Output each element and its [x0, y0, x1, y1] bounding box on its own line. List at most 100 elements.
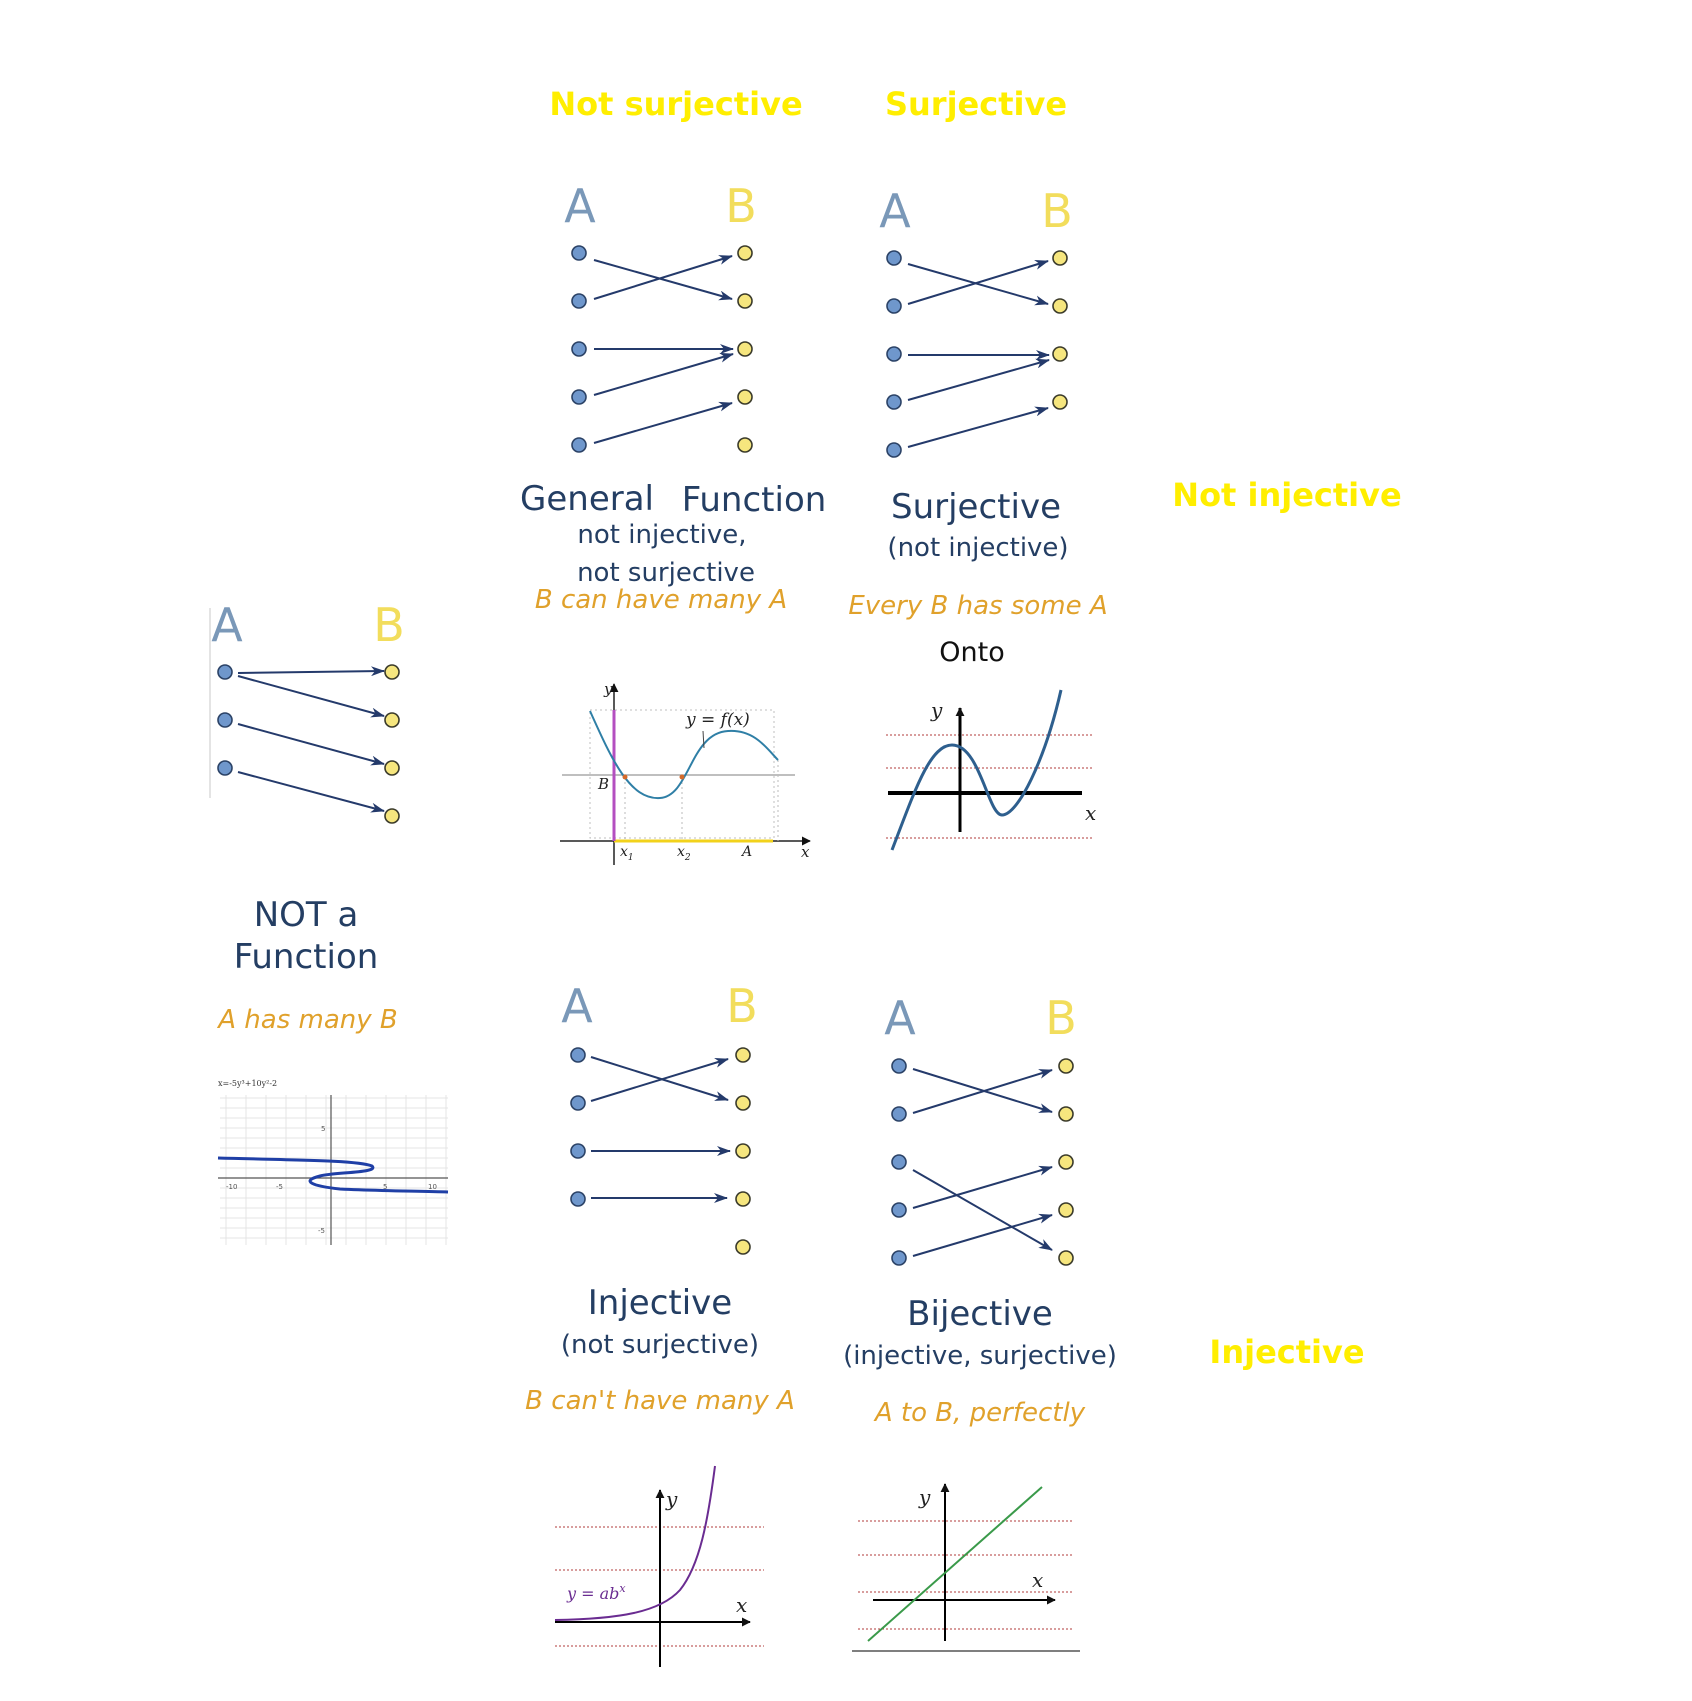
graph-frame: [589, 709, 775, 839]
injective-mapping: A B: [561, 979, 758, 1255]
set-b-dot: [384, 712, 400, 728]
surjective-subtitle: (not injective): [887, 533, 1068, 563]
set-b-dot: [737, 245, 753, 261]
injective-note: B can't have many A: [525, 1386, 795, 1416]
tick-label: -5: [276, 1183, 283, 1191]
mapping-arrow: [907, 358, 1050, 401]
set-b-dot: [1058, 1202, 1074, 1218]
mapping-arrow: [593, 255, 733, 300]
set-b-dot: [384, 760, 400, 776]
mapping-arrow: [590, 1058, 729, 1102]
general-title-left: General: [520, 479, 654, 519]
general-title-right: Function: [682, 480, 827, 520]
surjective-graph: y x: [886, 689, 1096, 851]
set-a-dot: [217, 760, 233, 776]
axis-label-y: y: [603, 680, 613, 698]
general-function-mapping: A B: [564, 179, 757, 453]
mapping-arrow: [912, 1213, 1053, 1257]
set-a-dot: [217, 664, 233, 680]
set-b-label: B: [1041, 184, 1073, 238]
axis-label-x: x: [736, 1593, 747, 1617]
set-b-dot: [737, 293, 753, 309]
tick-label: -5: [318, 1227, 325, 1235]
set-a-dot: [571, 245, 587, 261]
cubic-curve: [890, 689, 1063, 851]
set-b-dot: [384, 664, 400, 680]
bijective-note: A to B, perfectly: [873, 1398, 1086, 1428]
grid: [220, 1095, 448, 1245]
tick-label: -10: [226, 1183, 237, 1191]
set-a-dot: [571, 389, 587, 405]
set-a-dot: [891, 1250, 907, 1266]
not-function-graph: x=-5y³+10y²-2 -10 -5 5 10 5 -5: [217, 1079, 449, 1245]
x2-label: x2: [677, 844, 691, 863]
set-b-dot: [1052, 298, 1068, 314]
x1-label: x1: [620, 844, 634, 863]
set-a-dot: [886, 298, 902, 314]
set-a-dot: [886, 250, 902, 266]
set-a-dot: [891, 1106, 907, 1122]
set-b-dot: [737, 389, 753, 405]
set-a-dot: [570, 1047, 586, 1063]
set-a-label: A: [879, 184, 911, 238]
equation-label: x=-5y³+10y²-2: [218, 1079, 277, 1088]
mapping-arrow: [237, 675, 385, 718]
set-b-dot: [735, 1239, 751, 1255]
heading-not-surjective: Not surjective: [549, 85, 802, 123]
set-b-label: B: [726, 979, 758, 1033]
tick-label: 10: [428, 1183, 437, 1191]
mapping-arrow: [912, 1165, 1053, 1209]
mapping-arrow: [593, 352, 734, 396]
set-b-dot: [1058, 1106, 1074, 1122]
general-function-graph: y x y = f(x) B x1 x2 A: [560, 680, 811, 865]
not-function-mapping: A B: [209, 598, 405, 824]
axis-label-x: x: [1085, 801, 1096, 825]
curve-label: y = f(x): [685, 710, 750, 730]
set-b-dot: [1052, 394, 1068, 410]
mapping-arrow: [237, 723, 385, 766]
general-subtitle-1: not injective,: [577, 520, 746, 550]
set-b-dot: [1058, 1154, 1074, 1170]
set-b-label: B: [725, 179, 757, 233]
mapping-arrow: [912, 1169, 1053, 1251]
axis-label-x: x: [1032, 1568, 1043, 1592]
tick-label: 5: [321, 1125, 325, 1133]
set-a-dot: [891, 1154, 907, 1170]
exponential-curve: [554, 1465, 716, 1621]
intersection-point: [622, 774, 628, 780]
set-a-dot: [570, 1143, 586, 1159]
mapping-arrow: [590, 1056, 729, 1101]
set-a-dot: [571, 341, 587, 357]
set-b-dot: [737, 341, 753, 357]
general-subtitle-2: not surjective: [577, 558, 755, 588]
injective-graph: y x y = abx: [554, 1465, 764, 1667]
injective-subtitle: (not surjective): [561, 1330, 759, 1360]
function-curve: [589, 710, 779, 800]
set-a-label: A: [884, 991, 916, 1045]
set-a-dot: [217, 712, 233, 728]
mapping-arrow: [593, 401, 733, 444]
set-a-dot: [886, 346, 902, 362]
surjective-title: Surjective: [891, 487, 1061, 527]
set-a-dot: [886, 394, 902, 410]
mapping-arrow: [237, 666, 385, 677]
linear-curve: [867, 1486, 1043, 1642]
set-a-label: A: [561, 979, 593, 1033]
heading-not-injective: Not injective: [1172, 476, 1401, 514]
axis-label-y: y: [665, 1487, 678, 1511]
set-b-dot: [384, 808, 400, 824]
set-b-dot: [735, 1095, 751, 1111]
not-function-note: A has many B: [216, 1005, 398, 1035]
mapping-arrow: [907, 263, 1049, 306]
heading-injective: Injective: [1209, 1333, 1364, 1371]
axis-label-x: x: [801, 843, 810, 861]
bijective-subtitle: (injective, surjective): [843, 1341, 1117, 1371]
intersection-point: [679, 774, 685, 780]
injective-title: Injective: [588, 1283, 732, 1323]
set-b-dot: [1058, 1058, 1074, 1074]
set-b-label: B: [1045, 991, 1077, 1045]
set-a-dot: [571, 293, 587, 309]
set-b-dot: [735, 1047, 751, 1063]
b-label: B: [597, 775, 609, 793]
